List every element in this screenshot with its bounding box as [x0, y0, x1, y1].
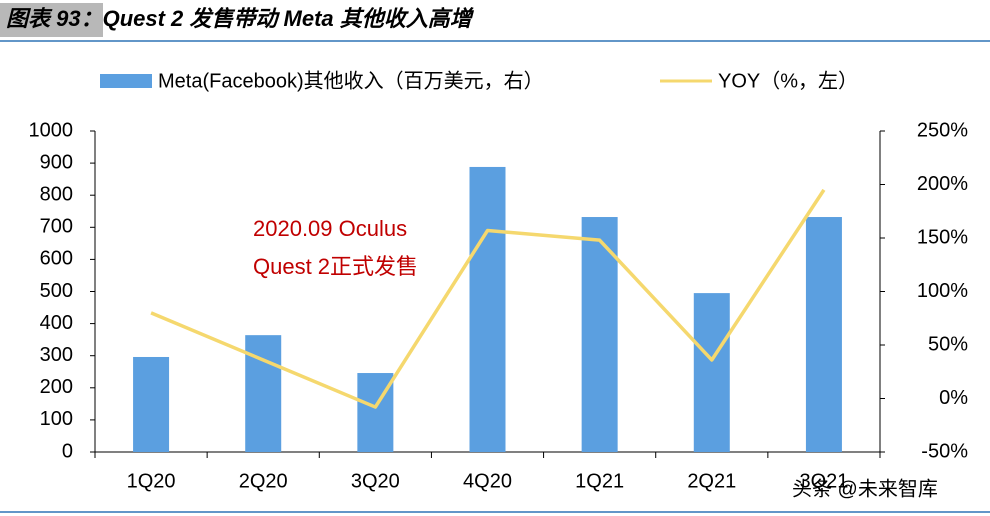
y2-tick-label: 200% [917, 173, 968, 195]
legend-label: Meta(Facebook)其他收入（百万美元，右） [158, 69, 544, 92]
watermark: 头条 @未来智库 [792, 477, 938, 500]
bar [805, 217, 842, 452]
y-tick-label: 500 [40, 280, 73, 302]
y-tick-label: 0 [62, 440, 73, 462]
bar [245, 335, 282, 452]
x-tick-label: 4Q20 [463, 470, 512, 492]
line [150, 188, 826, 409]
x-tick-label: 3Q21 [799, 470, 848, 492]
legend-swatch [100, 74, 152, 88]
y2-tick-label: 150% [917, 226, 968, 248]
y2-tick-label: 0% [939, 387, 968, 409]
y-tick-label: 200 [40, 376, 73, 398]
y-tick-label: 300 [40, 344, 73, 366]
x-tick-label: 2Q20 [239, 470, 288, 492]
y-tick-label: 1000 [29, 119, 74, 141]
y2-tick-label: -50% [921, 440, 968, 462]
bar [693, 293, 730, 452]
annotation: 2020.09 Oculus [253, 216, 407, 241]
y-tick-label: 900 [40, 151, 73, 173]
x-tick-label: 1Q21 [575, 470, 624, 492]
y-tick-label: 100 [40, 408, 73, 430]
bar [133, 356, 170, 452]
y-tick-label: 800 [40, 183, 73, 205]
legend-label: YOY（%，左） [718, 69, 858, 92]
y-tick-label: 600 [40, 248, 73, 270]
x-tick-label: 2Q21 [687, 470, 736, 492]
x-tick-label: 1Q20 [127, 470, 176, 492]
y2-tick-label: 50% [928, 333, 968, 355]
bar [469, 166, 506, 452]
y2-tick-label: 100% [917, 280, 968, 302]
title-highlight [0, 3, 103, 37]
y2-tick-label: 250% [917, 119, 968, 141]
bar [581, 217, 618, 452]
y-tick-label: 400 [40, 312, 73, 334]
y-tick-label: 700 [40, 216, 73, 238]
x-tick-label: 3Q20 [351, 470, 400, 492]
chart-title: 图表 93：Quest 2 发售带动 Meta 其他收入高增 [6, 6, 475, 31]
annotation: Quest 2正式发售 [253, 254, 418, 279]
